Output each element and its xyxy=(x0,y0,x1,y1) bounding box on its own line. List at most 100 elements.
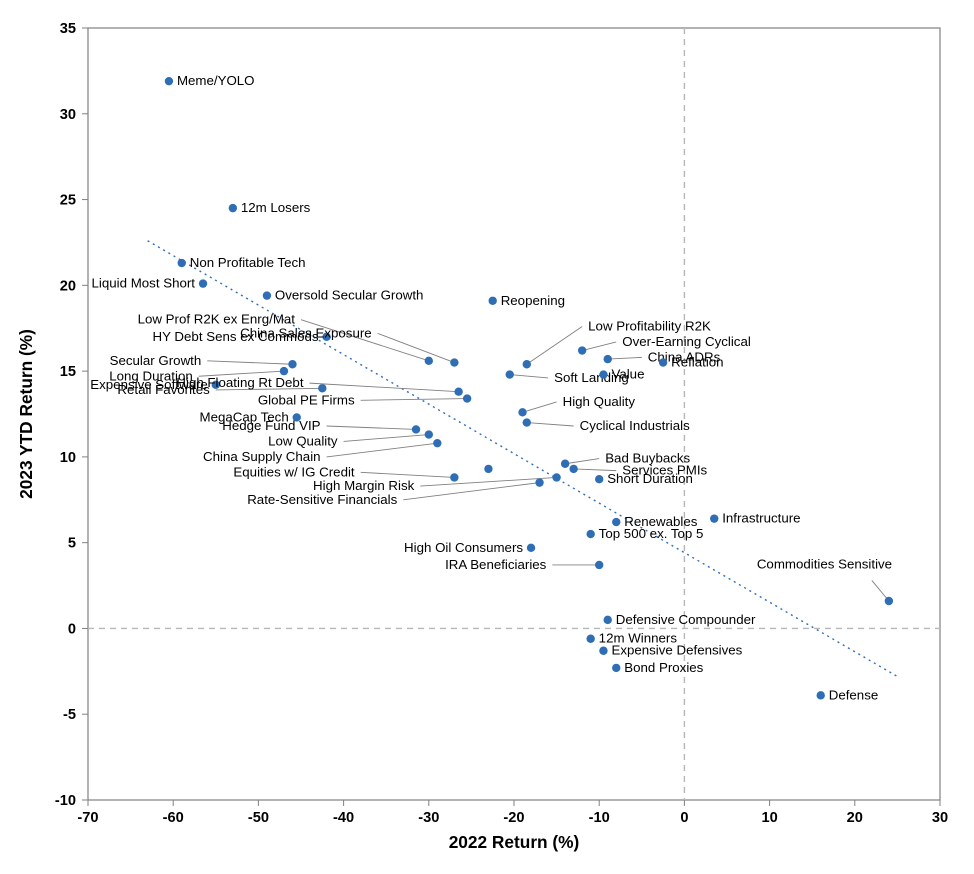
data-point xyxy=(586,530,594,538)
data-point xyxy=(527,544,535,552)
data-point xyxy=(523,418,531,426)
leader-line xyxy=(344,435,429,442)
point-label: 12m Losers xyxy=(241,200,311,215)
data-point xyxy=(552,473,560,481)
y-tick-label: 10 xyxy=(60,450,76,466)
data-point xyxy=(425,357,433,365)
point-label: IRA Beneficiaries xyxy=(445,557,547,572)
point-label: Rate-Sensitive Financials xyxy=(247,492,397,507)
data-point xyxy=(612,664,620,672)
leader-line xyxy=(523,402,557,412)
y-tick-label: -5 xyxy=(63,707,76,723)
data-point xyxy=(450,473,458,481)
data-point xyxy=(604,616,612,624)
leader-line xyxy=(582,342,616,351)
y-tick-label: 35 xyxy=(60,21,76,37)
x-axis-label: 2022 Return (%) xyxy=(449,832,580,852)
data-point xyxy=(599,370,607,378)
data-point xyxy=(595,561,603,569)
point-label: Bond Proxies xyxy=(624,660,703,675)
point-label: Defense xyxy=(829,687,879,702)
point-label: Non Profitable Tech xyxy=(190,255,306,270)
point-label: Top 500 ex. Top 5 xyxy=(599,526,704,541)
point-label: China Supply Chain xyxy=(203,449,321,464)
leader-line xyxy=(403,483,539,500)
point-label: China Sales Exposure xyxy=(240,325,372,340)
scatter-chart: -70-60-50-40-30-20-100102030-10-50510152… xyxy=(0,0,974,874)
leader-line xyxy=(361,472,455,477)
data-point xyxy=(280,367,288,375)
data-point xyxy=(425,430,433,438)
data-point xyxy=(165,77,173,85)
data-point xyxy=(288,360,296,368)
point-label: Meme/YOLO xyxy=(177,73,255,88)
data-point xyxy=(604,355,612,363)
leader-line xyxy=(527,327,582,365)
data-point xyxy=(659,358,667,366)
leader-line xyxy=(310,383,459,392)
point-label: Value xyxy=(611,367,644,382)
data-point xyxy=(229,204,237,212)
leader-line xyxy=(207,361,292,364)
data-point xyxy=(318,384,326,392)
data-point xyxy=(569,465,577,473)
point-label: Defensive Compounder xyxy=(616,612,756,627)
data-point xyxy=(523,360,531,368)
leader-line xyxy=(510,375,548,378)
y-tick-label: 25 xyxy=(60,193,76,209)
y-tick-label: 0 xyxy=(68,621,76,637)
point-label: Short Duration xyxy=(607,471,693,486)
point-label: Reflation xyxy=(671,355,723,370)
point-label: Commodities Sensitive xyxy=(757,556,892,571)
x-tick-label: -10 xyxy=(589,810,610,826)
data-point xyxy=(450,358,458,366)
x-tick-label: -30 xyxy=(418,810,439,826)
leader-line xyxy=(327,443,438,457)
point-label: Low Quality xyxy=(268,433,338,448)
point-label: Cyclical Industrials xyxy=(580,418,690,433)
point-label: Expensive Defensives xyxy=(611,643,742,658)
x-tick-label: 0 xyxy=(680,810,688,826)
leader-line xyxy=(608,357,642,359)
x-tick-label: -70 xyxy=(77,810,98,826)
leader-line xyxy=(361,399,468,401)
y-tick-label: 30 xyxy=(60,107,76,123)
y-tick-label: -10 xyxy=(55,793,76,809)
data-point xyxy=(578,346,586,354)
x-tick-label: 10 xyxy=(761,810,777,826)
y-tick-label: 5 xyxy=(68,536,76,552)
point-label: Over-Earning Cyclical xyxy=(622,334,751,349)
point-label: Reopening xyxy=(501,293,565,308)
x-tick-label: 30 xyxy=(932,810,948,826)
data-point xyxy=(412,425,420,433)
data-point xyxy=(595,475,603,483)
data-point xyxy=(199,279,207,287)
x-tick-label: 20 xyxy=(847,810,863,826)
point-label: Low Profitability R2K xyxy=(588,319,711,334)
point-label: Oversold Secular Growth xyxy=(275,288,424,303)
chart-svg: -70-60-50-40-30-20-100102030-10-50510152… xyxy=(0,0,974,874)
data-point xyxy=(454,387,462,395)
point-label: Hedge Fund VIP xyxy=(222,418,320,433)
data-point xyxy=(599,647,607,655)
data-point xyxy=(433,439,441,447)
leader-line xyxy=(327,426,416,429)
data-point xyxy=(263,291,271,299)
data-point xyxy=(463,394,471,402)
data-point xyxy=(506,370,514,378)
y-axis-label: 2023 YTD Return (%) xyxy=(16,329,36,499)
data-point xyxy=(586,635,594,643)
data-point xyxy=(178,259,186,267)
data-point xyxy=(489,297,497,305)
data-point xyxy=(817,691,825,699)
point-label: High Oil Consumers xyxy=(404,540,523,555)
data-point xyxy=(885,597,893,605)
y-tick-label: 15 xyxy=(60,364,76,380)
x-tick-label: -40 xyxy=(333,810,354,826)
point-label: High Floating Rt Debt xyxy=(176,375,303,390)
point-label: Secular Growth xyxy=(110,353,202,368)
leader-line xyxy=(527,423,574,426)
point-label: Infrastructure xyxy=(722,511,800,526)
data-point xyxy=(561,460,569,468)
data-point xyxy=(518,408,526,416)
